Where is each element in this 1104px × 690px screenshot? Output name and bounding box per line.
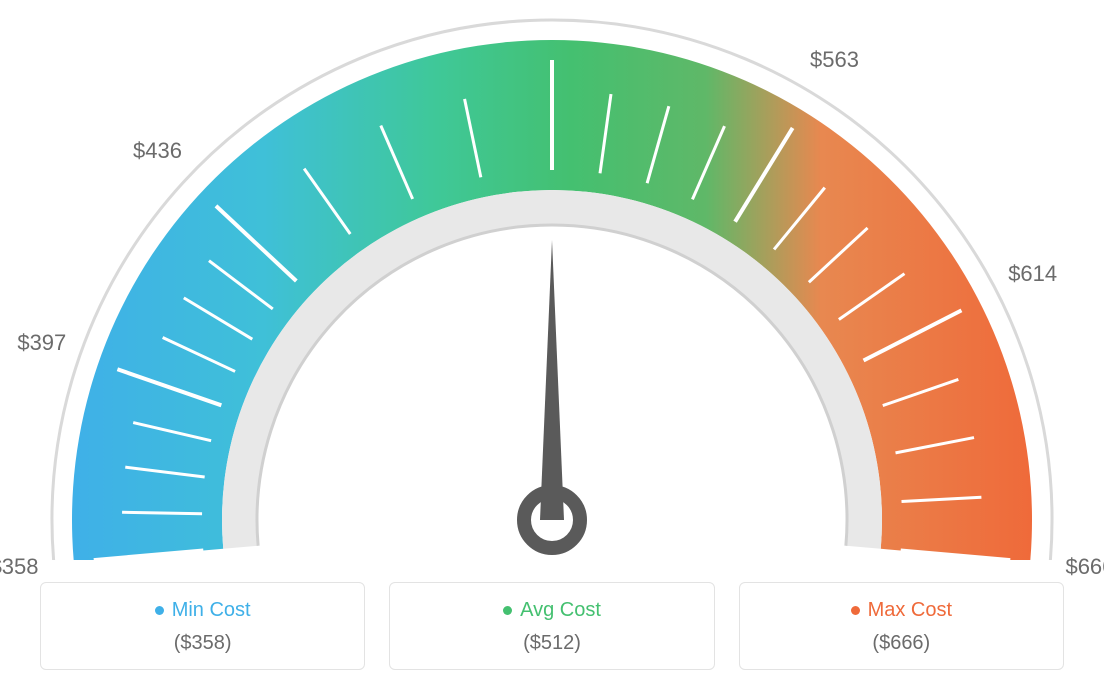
gauge-tick-label: $397 xyxy=(17,330,66,356)
legend-label: Avg Cost xyxy=(520,599,601,622)
dot-icon xyxy=(851,606,860,615)
gauge-tick-label: $358 xyxy=(0,554,39,580)
legend-title-max: Max Cost xyxy=(851,599,952,622)
legend-value: ($358) xyxy=(51,632,354,655)
legend-value: ($512) xyxy=(400,632,703,655)
legend-card-avg: Avg Cost ($512) xyxy=(389,582,714,670)
gauge-svg xyxy=(0,0,1104,560)
legend-label: Min Cost xyxy=(172,599,251,622)
legend-title-min: Min Cost xyxy=(155,599,251,622)
legend-value: ($666) xyxy=(750,632,1053,655)
chart-container: $358$397$436$512$563$614$666 Min Cost ($… xyxy=(0,0,1104,690)
gauge: $358$397$436$512$563$614$666 xyxy=(0,0,1104,560)
legend-label: Max Cost xyxy=(868,599,952,622)
dot-icon xyxy=(155,606,164,615)
legend-title-avg: Avg Cost xyxy=(503,599,601,622)
gauge-tick-label: $436 xyxy=(133,138,182,164)
gauge-tick-label: $563 xyxy=(810,47,859,73)
legend-card-min: Min Cost ($358) xyxy=(40,582,365,670)
legend-card-max: Max Cost ($666) xyxy=(739,582,1064,670)
gauge-tick-label: $614 xyxy=(1008,261,1057,287)
dot-icon xyxy=(503,606,512,615)
legend-row: Min Cost ($358) Avg Cost ($512) Max Cost… xyxy=(40,582,1064,670)
gauge-tick-label: $666 xyxy=(1065,554,1104,580)
